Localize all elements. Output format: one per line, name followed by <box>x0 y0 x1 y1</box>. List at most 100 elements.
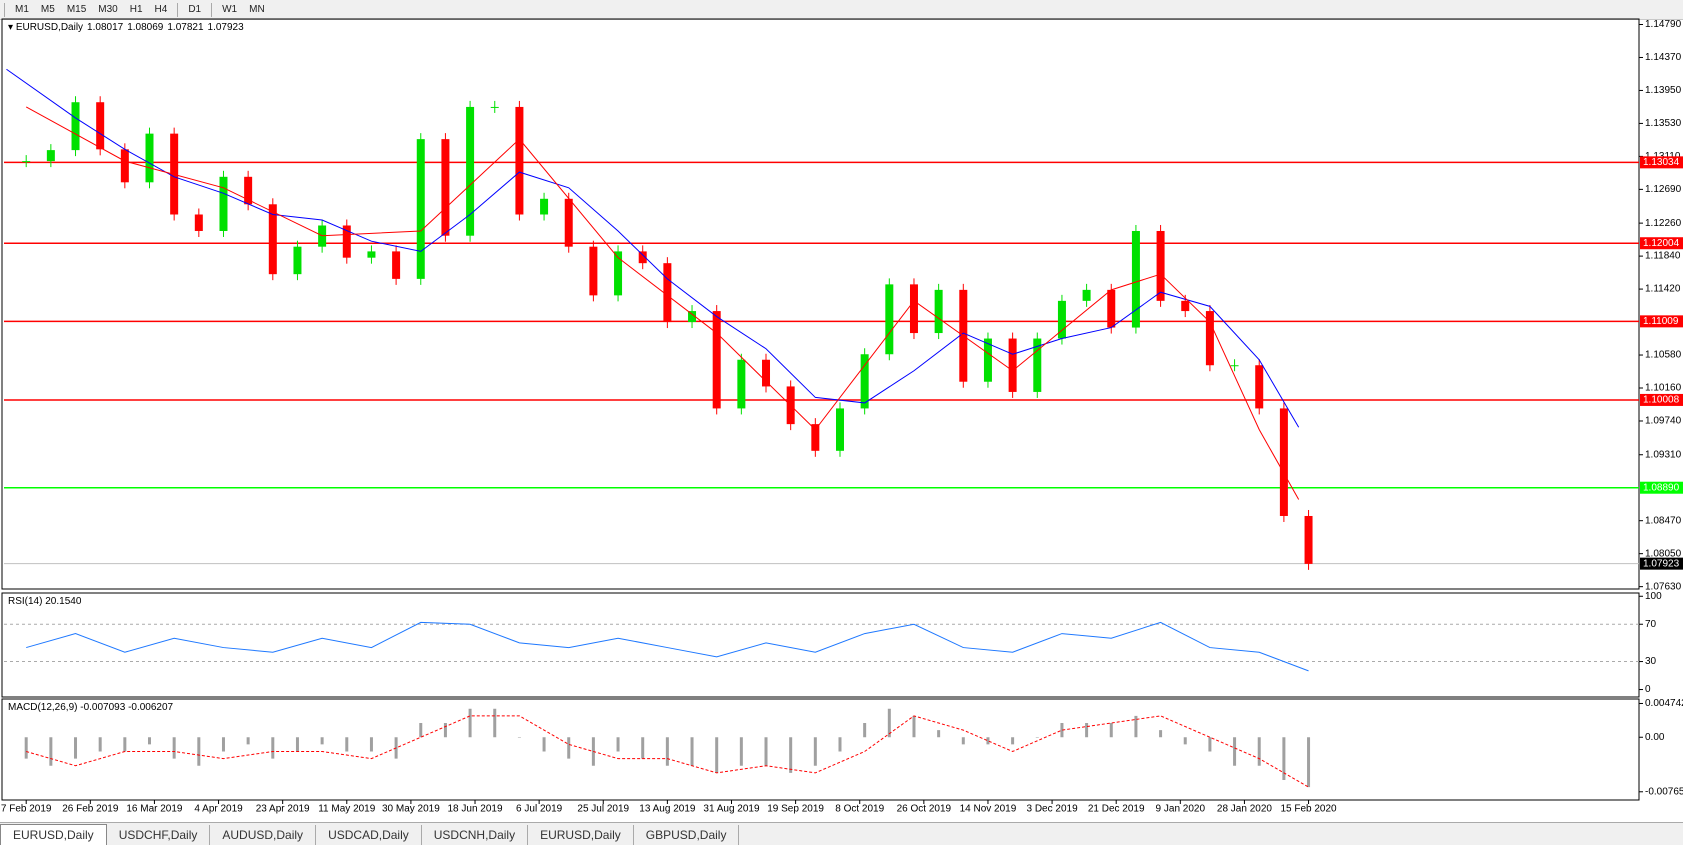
histogram-bar <box>468 708 472 738</box>
chart-tab[interactable]: EURUSD,Daily <box>0 824 107 845</box>
timeframe-button[interactable]: M30 <box>98 4 118 15</box>
timeframe-button[interactable]: MN <box>249 4 265 15</box>
x-tick-label: 15 Feb 2020 <box>1280 804 1337 815</box>
candle <box>909 284 918 334</box>
histogram-bar <box>961 737 965 745</box>
level-label-bg <box>1640 557 1683 570</box>
panel-header: MACD(12,26,9) -0.007093 -0.006207 <box>8 702 177 713</box>
panel-frame <box>1 698 1640 801</box>
y-tick-label: 1.08050 <box>1645 548 1682 559</box>
y-tick-label: 1.13530 <box>1645 118 1682 129</box>
chart-tab[interactable]: USDCAD,Daily <box>316 825 422 845</box>
candle <box>1304 515 1313 564</box>
y-tick-label: 0.00 <box>1645 732 1665 743</box>
histogram-bar <box>912 715 916 738</box>
histogram-bar <box>1282 737 1286 780</box>
histogram-bar <box>1233 737 1237 766</box>
y-tick-label: 1.07630 <box>1645 581 1682 592</box>
histogram-bar <box>320 737 324 745</box>
histogram-bar <box>1307 737 1311 788</box>
y-tick-label: -0.007656 <box>1645 786 1683 797</box>
x-tick-label: 30 May 2019 <box>382 804 440 815</box>
ohlc-value: 1.08069 <box>127 22 164 33</box>
timeframe-button[interactable]: W1 <box>222 4 238 15</box>
histogram-bar <box>616 737 620 752</box>
chart-tab[interactable]: USDCNH,Daily <box>422 825 529 845</box>
candle <box>219 176 228 231</box>
candle <box>1156 230 1165 301</box>
histogram-bar <box>838 737 842 752</box>
candle <box>1181 300 1190 312</box>
level-label: 1.07923 <box>1643 558 1680 569</box>
y-tick-label: 30 <box>1645 656 1657 667</box>
y-tick-label: 100 <box>1645 591 1662 602</box>
candle <box>934 289 943 334</box>
chart-tab[interactable]: USDCHF,Daily <box>107 825 211 845</box>
timeframe-button[interactable]: M15 <box>66 4 87 15</box>
candle <box>342 225 351 258</box>
candle <box>145 133 154 183</box>
timeframe-button[interactable]: M5 <box>40 4 55 15</box>
x-tick-label: 21 Dec 2019 <box>1088 804 1145 815</box>
panel-title: EURUSD,Daily <box>15 22 84 33</box>
x-tick-label: 7 Feb 2019 <box>1 804 52 815</box>
candle <box>688 311 697 323</box>
candle <box>120 149 129 183</box>
level-label: 1.11009 <box>1643 316 1679 327</box>
histogram-bar <box>345 737 349 752</box>
candle <box>1279 408 1288 516</box>
chart-tab[interactable]: AUDUSD,Daily <box>210 825 317 845</box>
y-tick-label: 1.09740 <box>1645 416 1682 427</box>
timeframe-button[interactable]: M1 <box>15 4 29 15</box>
panel-header: RSI(14) 20.1540 <box>8 596 85 607</box>
histogram-bar <box>937 730 941 738</box>
separator <box>177 2 179 17</box>
histogram-bar <box>517 737 521 738</box>
y-tick-label: 1.14370 <box>1645 52 1682 63</box>
histogram-bar <box>74 737 78 759</box>
x-tick-label: 9 Jan 2020 <box>1156 804 1206 815</box>
level-label-bg <box>1640 481 1683 494</box>
histogram-bar <box>739 737 743 766</box>
histogram-bar <box>1208 737 1212 752</box>
candle <box>1057 300 1066 339</box>
separator <box>4 2 5 17</box>
histogram-bar <box>641 737 645 759</box>
histogram-bar <box>271 737 275 759</box>
x-tick-label: 3 Dec 2019 <box>1026 804 1078 815</box>
histogram-bar <box>295 737 299 752</box>
histogram-bar <box>197 737 201 766</box>
histogram-bar <box>123 737 127 752</box>
level-label: 1.12004 <box>1643 238 1680 249</box>
candle <box>1033 338 1042 392</box>
chart-tab[interactable]: GBPUSD,Daily <box>634 825 740 845</box>
separator <box>211 2 213 17</box>
timeframe-button[interactable]: H4 <box>154 4 168 15</box>
histogram-bar <box>690 737 694 766</box>
indicator-line <box>26 621 1309 672</box>
ohlc-value: 1.08017 <box>87 22 124 33</box>
candle <box>762 359 771 387</box>
panel-frame <box>1 18 1640 590</box>
histogram-bar <box>542 737 546 752</box>
x-tick-label: 31 Aug 2019 <box>703 804 760 815</box>
timeframe-button[interactable]: H1 <box>129 4 143 15</box>
timeframe-button[interactable]: D1 <box>188 4 202 15</box>
candle <box>811 424 820 451</box>
histogram-bar <box>443 723 447 738</box>
candle <box>392 251 401 279</box>
y-tick-label: 1.14790 <box>1645 19 1682 30</box>
candle <box>1255 365 1264 409</box>
indicator-line <box>25 106 1300 500</box>
ohlc-value: 1.07923 <box>207 22 244 33</box>
x-tick-label: 6 Jul 2019 <box>516 804 563 815</box>
level-label-bg <box>1640 393 1683 406</box>
chart-tab[interactable]: EURUSD,Daily <box>528 825 634 845</box>
candle <box>1008 338 1017 392</box>
histogram-bar <box>493 708 497 738</box>
level-label-bg <box>1640 237 1683 250</box>
x-tick-label: 16 Mar 2019 <box>126 804 183 815</box>
panel-title: RSI(14) 20.1540 <box>8 596 82 607</box>
panel-frame <box>1 592 1640 698</box>
